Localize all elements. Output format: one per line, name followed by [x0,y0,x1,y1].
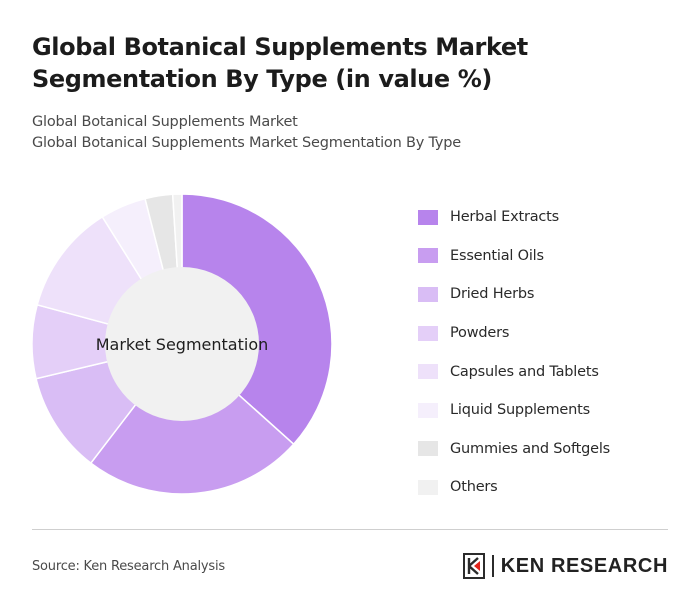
donut-chart: Market Segmentation [0,180,370,510]
legend-label: Liquid Supplements [450,402,590,419]
legend-swatch [418,325,438,341]
legend-swatch [418,286,438,302]
legend-label: Powders [450,325,510,342]
source-note: Source: Ken Research Analysis [32,559,225,574]
legend-label: Essential Oils [450,247,544,264]
legend-item-capsules-and-tablets: Capsules and Tablets [418,352,678,391]
legend-item-essential-oils: Essential Oils [418,237,678,276]
legend-swatch [418,209,438,225]
donut-center-label: Market Segmentation [96,335,269,354]
legend-item-gummies-and-softgels: Gummies and Softgels [418,430,678,469]
legend-swatch [418,402,438,418]
legend-label: Herbal Extracts [450,209,559,226]
donut-chart-svg: Market Segmentation [31,193,333,495]
legend-item-dried-herbs: Dried Herbs [418,275,678,314]
ken-research-logo-icon [463,553,486,579]
legend-item-herbal-extracts: Herbal Extracts [418,198,678,237]
ken-research-logo: KEN RESEARCH [463,553,668,579]
footer-divider [32,529,668,530]
donut-hole [105,267,259,421]
legend-label: Capsules and Tablets [450,363,599,380]
legend-item-others: Others [418,468,678,507]
legend-swatch [418,248,438,264]
legend-label: Dried Herbs [450,286,535,303]
logo-separator [492,555,494,577]
legend-swatch [418,441,438,457]
legend-swatch [418,364,438,380]
legend-label: Others [450,479,498,496]
legend-item-powders: Powders [418,314,678,353]
legend-item-liquid-supplements: Liquid Supplements [418,391,678,430]
chart-subtitle-segmentation: Global Botanical Supplements Market Segm… [32,135,462,151]
chart-legend: Herbal Extracts Essential Oils Dried Herbs… [418,198,678,507]
chart-subtitle-market: Global Botanical Supplements Market [32,114,298,130]
legend-label: Gummies and Softgels [450,440,610,457]
slice-herbal-extracts [181,193,333,446]
chart-title: Global Botanical Supplements Market Segm… [32,33,528,93]
brand-name: KEN RESEARCH [500,554,668,577]
legend-swatch [418,479,438,495]
